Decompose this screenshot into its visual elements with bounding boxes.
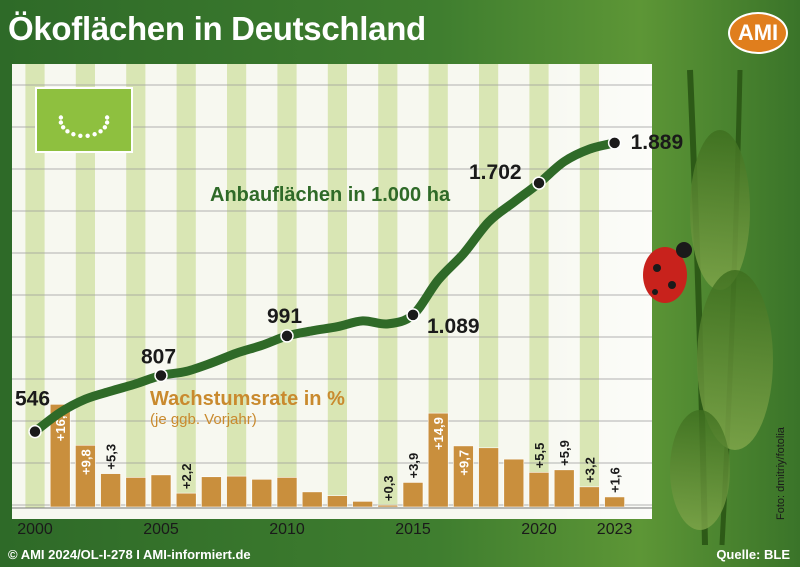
stripes: [25, 64, 599, 508]
bar-2017: [453, 445, 474, 508]
badge-star: [58, 115, 64, 120]
series-line: [30, 138, 620, 437]
badge-star: [92, 132, 97, 137]
ami-logo: AMI: [728, 12, 788, 54]
bar-2015: [402, 482, 424, 508]
line-points: 546 807 991 1.089 1.702 1.889: [15, 131, 684, 439]
bar-label-2022: +3,2: [582, 457, 597, 483]
bar-2019: [503, 458, 525, 508]
point-label-2023: 1.889: [631, 131, 684, 154]
badge-star: [102, 125, 108, 130]
bar-label-2002: +9,8: [78, 449, 93, 475]
bar-series-subtitle: (je ggb. Vorjahr): [150, 411, 257, 428]
badge-star: [58, 120, 64, 125]
point-label-2020: 1.702: [469, 161, 522, 184]
stripe: [277, 64, 297, 508]
bar-2002: [75, 444, 96, 508]
bar-series-title: Wachstumsrate in %: [150, 388, 345, 410]
bar-2005: [150, 474, 172, 508]
point-2015: [406, 308, 420, 322]
bar-2001: [49, 404, 71, 508]
bar-label-2006: +2,2: [179, 463, 194, 489]
x-tick-2023: 2023: [597, 521, 633, 538]
stripe: [227, 64, 247, 508]
bar-2013: [352, 501, 373, 508]
badge-star: [78, 133, 83, 139]
page-title: Ökoflächen in Deutschland: [8, 10, 426, 47]
bar-label-2003: +5,3: [104, 444, 119, 470]
bar-label-2021: +5,9: [557, 440, 572, 466]
bar-label-2017: +9,7: [456, 450, 471, 476]
badge-star: [71, 132, 76, 137]
x-tick-2015: 2015: [395, 521, 431, 538]
bar-2007: [201, 476, 222, 508]
photo-credit: Foto: dmitriy/fotolia: [775, 427, 787, 520]
stripe: [25, 64, 45, 508]
bar-label-2014: +0,3: [381, 475, 396, 501]
stripe: [327, 64, 347, 508]
point-label-2015: 1.089: [427, 315, 480, 338]
bar-2003: [100, 473, 121, 508]
badge-star: [104, 115, 110, 120]
bar-2022: [579, 486, 600, 508]
ladybug-icon: [643, 242, 692, 303]
bar-label-2015: +3,9: [406, 453, 421, 479]
point-2023: [607, 136, 622, 150]
x-ticks: 2000 2005 2010 2015 2020 2023: [17, 521, 632, 538]
point-2020: [532, 176, 546, 190]
x-tick-2005: 2005: [143, 521, 179, 538]
bar-2020: [528, 472, 550, 508]
bar-2014: [377, 504, 399, 508]
bar-label-2023: +1,6: [608, 467, 623, 493]
bar-2011: [301, 491, 323, 508]
stripe: [529, 64, 549, 508]
footer-copyright: © AMI 2024/OL-I-278 I AMI-informiert.de: [8, 547, 251, 562]
bar-2004: [125, 477, 147, 508]
stripe: [479, 64, 499, 508]
stripe: [579, 64, 599, 508]
wheat-plant-image: [643, 69, 773, 546]
point-label-2005: 807: [141, 345, 176, 368]
point-label-2000: 546: [15, 388, 50, 411]
bar-label-2020: +5,5: [532, 443, 547, 469]
bar-2018: [478, 447, 499, 508]
bars: +16,3+9,8 +5,3+2,2 +0,3+3,9+14,9+9,7 +5,5 +5…: [49, 404, 625, 508]
line-series-title: Anbauflächen in 1.000 ha: [210, 184, 451, 206]
point-2005: [154, 368, 168, 383]
point-2000: [28, 424, 42, 439]
bar-2016: [427, 412, 449, 508]
badge-star: [60, 125, 66, 130]
x-tick-2000: 2000: [17, 521, 53, 538]
bar-2012: [327, 495, 348, 508]
point-2010: [280, 329, 294, 343]
bar-2023: [604, 496, 625, 508]
bar-2010: [276, 477, 298, 508]
eu-organic-leaf-icon: [35, 87, 133, 153]
bar-2006: [175, 492, 197, 508]
stripe: [176, 64, 196, 508]
badge-star: [104, 120, 110, 125]
footer-source: Quelle: BLE: [716, 547, 790, 562]
x-tick-2010: 2010: [269, 521, 305, 538]
stripe: [378, 64, 398, 508]
badge-star: [85, 133, 90, 139]
bar-2008: [226, 475, 247, 508]
badge-star: [98, 129, 103, 134]
point-label-2010: 991: [267, 305, 302, 328]
x-tick-2020: 2020: [521, 521, 557, 538]
bar-2009: [251, 478, 273, 508]
bar-2021: [553, 469, 575, 508]
bar-label-2016: +14,9: [431, 417, 446, 450]
badge-star: [65, 129, 70, 134]
stripe: [126, 64, 146, 508]
